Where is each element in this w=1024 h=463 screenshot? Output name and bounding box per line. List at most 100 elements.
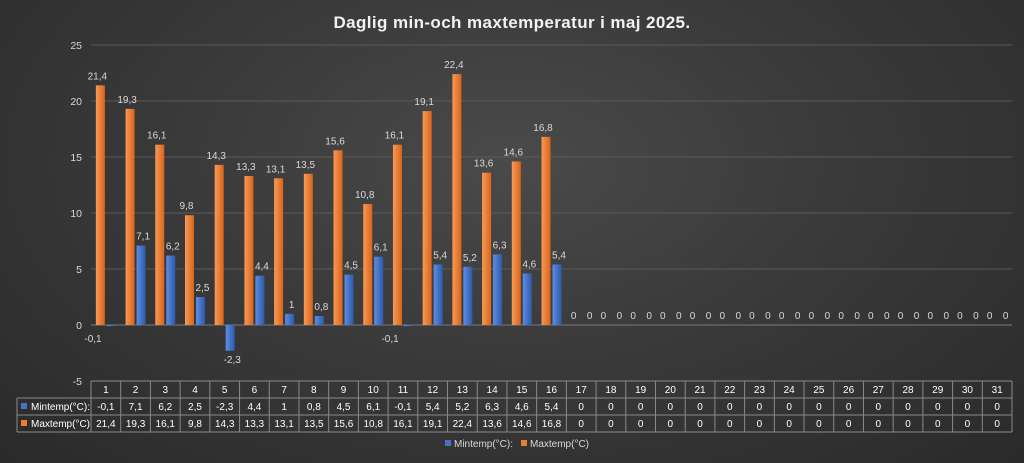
bar-mintemp	[225, 325, 235, 351]
table-maxtemp-cell: 13,1	[274, 419, 294, 430]
table-maxtemp-cell: 13,6	[482, 419, 502, 430]
table-mintemp-cell: 5,4	[545, 402, 559, 413]
bar-mintemp	[314, 316, 324, 325]
table-maxtemp-cell: 10,8	[364, 419, 384, 430]
data-label-mintemp: 0	[884, 311, 890, 322]
table-mintemp-cell: 0	[638, 402, 644, 413]
bar-mintemp	[166, 255, 176, 325]
y-tick-label: 25	[70, 40, 82, 52]
table-category-cell: 25	[813, 385, 825, 396]
bar-maxtemp	[244, 176, 254, 325]
bar-mintemp	[374, 256, 384, 325]
data-label-mintemp: 1	[289, 300, 295, 311]
data-label-maxtemp: 13,3	[236, 162, 256, 173]
table-mintemp-cell: 0	[994, 402, 1000, 413]
table-maxtemp-cell: 0	[668, 419, 674, 430]
y-tick-label: 10	[70, 208, 82, 220]
bar-mintemp	[285, 313, 295, 325]
bar-maxtemp	[482, 172, 492, 325]
bar-mintemp	[552, 264, 562, 325]
table-category-cell: 5	[222, 385, 228, 396]
data-label-mintemp: 0	[765, 311, 771, 322]
data-label-mintemp: 2,5	[196, 283, 210, 294]
data-label-maxtemp: 14,6	[504, 147, 524, 158]
table-maxtemp-cell: 13,5	[304, 419, 324, 430]
y-tick-label: -5	[73, 376, 82, 388]
data-label-maxtemp: 19,3	[117, 95, 137, 106]
data-label-mintemp: 6,2	[166, 242, 180, 253]
table-mintemp-cell: 4,6	[515, 402, 529, 413]
table-mintemp-cell: 2,5	[188, 402, 202, 413]
table-maxtemp-cell: 0	[578, 419, 584, 430]
data-label-mintemp: -0,1	[84, 334, 102, 345]
data-label-maxtemp: 0	[809, 311, 815, 322]
table-category-cell: 15	[516, 385, 528, 396]
data-label-mintemp: 0,8	[314, 302, 328, 313]
table-maxtemp-cell: 16,1	[393, 419, 413, 430]
data-label-mintemp: 4,6	[522, 259, 536, 270]
table-category-cell: 11	[398, 385, 409, 396]
table-maxtemp-cell: 15,6	[334, 419, 354, 430]
data-label-mintemp: 0	[617, 311, 623, 322]
data-label-mintemp: 0	[854, 311, 860, 322]
table-maxtemp-cell: 9,8	[188, 419, 202, 430]
data-label-maxtemp: 9,8	[180, 201, 194, 212]
table-key-mintemp	[21, 403, 27, 409]
bar-maxtemp	[155, 144, 165, 325]
table-category-cell: 8	[311, 385, 317, 396]
bar-mintemp	[195, 297, 205, 325]
y-tick-label: 5	[76, 264, 82, 276]
table-maxtemp-cell: 19,1	[423, 419, 443, 430]
table-category-cell: 18	[605, 385, 617, 396]
bar-maxtemp	[541, 136, 551, 325]
data-label-mintemp: 0	[646, 311, 652, 322]
table-mintemp-cell: 6,2	[158, 402, 172, 413]
data-label-maxtemp: 0	[690, 311, 696, 322]
table-category-cell: 21	[694, 385, 706, 396]
table-category-cell: 7	[281, 385, 287, 396]
table-maxtemp-cell: 14,6	[512, 419, 532, 430]
data-label-maxtemp: 13,6	[474, 159, 494, 170]
data-label-maxtemp: 0	[601, 311, 607, 322]
data-label-maxtemp: 0	[571, 311, 577, 322]
data-label-mintemp: 0	[914, 311, 920, 322]
bar-mintemp	[493, 254, 503, 325]
table-mintemp-cell: 0	[697, 402, 703, 413]
table-maxtemp-cell: 0	[638, 419, 644, 430]
bar-maxtemp	[303, 173, 313, 325]
chart-title: Daglig min-och maxtemperatur i maj 2025.	[333, 13, 690, 32]
data-label-maxtemp: 0	[838, 311, 844, 322]
table-maxtemp-cell: 0	[876, 419, 882, 430]
legend-key-maxtemp	[521, 440, 527, 446]
data-label-mintemp: 0	[735, 311, 741, 322]
data-label-maxtemp: 0	[898, 311, 904, 322]
bar-mintemp	[433, 264, 443, 325]
table-maxtemp-cell: 14,3	[215, 419, 235, 430]
table-maxtemp-cell: 0	[846, 419, 852, 430]
data-label-maxtemp: 16,8	[533, 123, 553, 134]
table-category-cell: 12	[427, 385, 439, 396]
data-label-maxtemp: 16,1	[385, 131, 405, 142]
data-label-maxtemp: 0	[927, 311, 933, 322]
data-label-maxtemp: 13,5	[296, 160, 316, 171]
table-category-cell: 27	[873, 385, 885, 396]
table-maxtemp-cell: 0	[905, 419, 911, 430]
table-mintemp-cell: -2,3	[216, 402, 234, 413]
table-mintemp-cell: -0,1	[394, 402, 412, 413]
bar-mintemp	[344, 274, 354, 325]
table-mintemp-cell: 0	[757, 402, 763, 413]
table-maxtemp-cell: 0	[727, 419, 733, 430]
legend-label-maxtemp: Maxtemp(°C)	[530, 439, 589, 450]
table-category-cell: 20	[665, 385, 677, 396]
table-mintemp-cell: 1	[281, 402, 287, 413]
table-mintemp-cell: 0	[905, 402, 911, 413]
table-mintemp-cell: 0	[846, 402, 852, 413]
table-maxtemp-cell: 16,1	[156, 419, 176, 430]
y-tick-label: 15	[70, 152, 82, 164]
legend-key-mintemp	[445, 440, 451, 446]
table-category-cell: 26	[843, 385, 855, 396]
bar-mintemp	[255, 275, 265, 325]
table-category-cell: 19	[635, 385, 647, 396]
table-category-cell: 23	[754, 385, 766, 396]
y-axis: -5 0 5 10 15 20 25	[70, 40, 82, 388]
